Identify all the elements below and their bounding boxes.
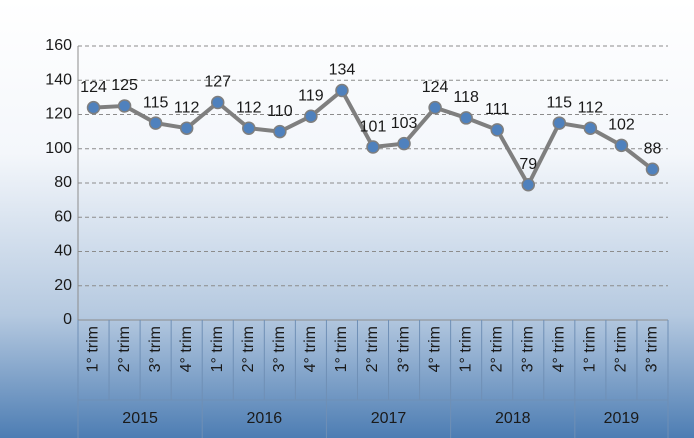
data-label: 103 (391, 115, 418, 132)
data-label: 101 (360, 118, 387, 135)
x-tick-label: 3° trim (147, 326, 164, 372)
x-tick-label: 4° trim (426, 326, 443, 372)
x-tick-label: 1° trim (209, 326, 226, 372)
y-tick-label: 60 (54, 208, 72, 225)
y-tick-label: 140 (45, 71, 72, 88)
x-tick-label: 3° trim (395, 326, 412, 372)
data-label: 124 (422, 79, 449, 96)
marker (397, 136, 411, 151)
data-label: 110 (267, 103, 293, 120)
marker (428, 100, 442, 115)
marker (614, 138, 629, 153)
marker (210, 95, 225, 110)
x-tick-label: 4° trim (302, 326, 319, 372)
marker (148, 116, 163, 130)
x-tick-label: 1° trim (457, 326, 474, 372)
marker (645, 162, 660, 177)
y-tick-label: 80 (54, 174, 72, 191)
x-tick-label: 1° trim (85, 326, 102, 372)
group-label: 2018 (495, 410, 531, 427)
data-label: 102 (608, 117, 635, 134)
x-tick-label: 2° trim (364, 326, 381, 372)
marker (521, 177, 536, 192)
x-tick-label: 2° trim (240, 326, 257, 372)
y-tick-label: 0 (63, 311, 72, 328)
marker (117, 99, 132, 113)
data-label: 88 (644, 141, 662, 158)
marker (179, 121, 194, 135)
y-tick-label: 40 (54, 243, 72, 260)
group-label: 2017 (371, 410, 407, 427)
y-tick-label: 100 (45, 140, 72, 157)
group-label: 2019 (604, 410, 640, 427)
x-tick-label: 2° trim (116, 326, 133, 372)
x-tick-label: 3° trim (271, 326, 288, 372)
marker (304, 109, 318, 123)
marker (335, 83, 349, 98)
data-label: 112 (174, 99, 200, 116)
data-label: 127 (204, 74, 231, 91)
x-tick-label: 2° trim (488, 326, 505, 372)
marker (86, 100, 101, 115)
data-label: 112 (236, 99, 262, 116)
data-label: 79 (519, 156, 537, 173)
x-tick-label: 4° trim (178, 326, 195, 372)
marker (583, 121, 598, 135)
marker (273, 124, 287, 139)
data-label: 125 (111, 77, 138, 94)
data-label: 111 (485, 101, 509, 118)
marker (242, 121, 256, 135)
y-tick-label: 20 (54, 277, 72, 294)
y-tick-label: 160 (45, 37, 72, 54)
y-tick-label: 120 (45, 106, 72, 123)
group-label: 2016 (247, 410, 283, 427)
x-tick-label: 1° trim (333, 326, 350, 372)
x-tick-label: 4° trim (551, 326, 568, 372)
marker (459, 111, 473, 125)
data-label: 115 (143, 94, 169, 111)
data-label: 115 (547, 94, 573, 111)
x-tick-label: 2° trim (613, 326, 630, 372)
marker (366, 140, 380, 154)
data-label: 134 (329, 62, 356, 79)
x-tick-label: 3° trim (644, 326, 661, 372)
marker (490, 123, 504, 137)
x-tick-label: 3° trim (519, 326, 536, 372)
data-label: 119 (298, 87, 324, 104)
group-label: 2015 (122, 410, 158, 427)
x-tick-label: 1° trim (582, 326, 599, 372)
marker (552, 116, 567, 130)
data-label: 118 (453, 89, 479, 106)
data-label: 112 (578, 99, 604, 116)
data-label: 124 (80, 79, 107, 96)
